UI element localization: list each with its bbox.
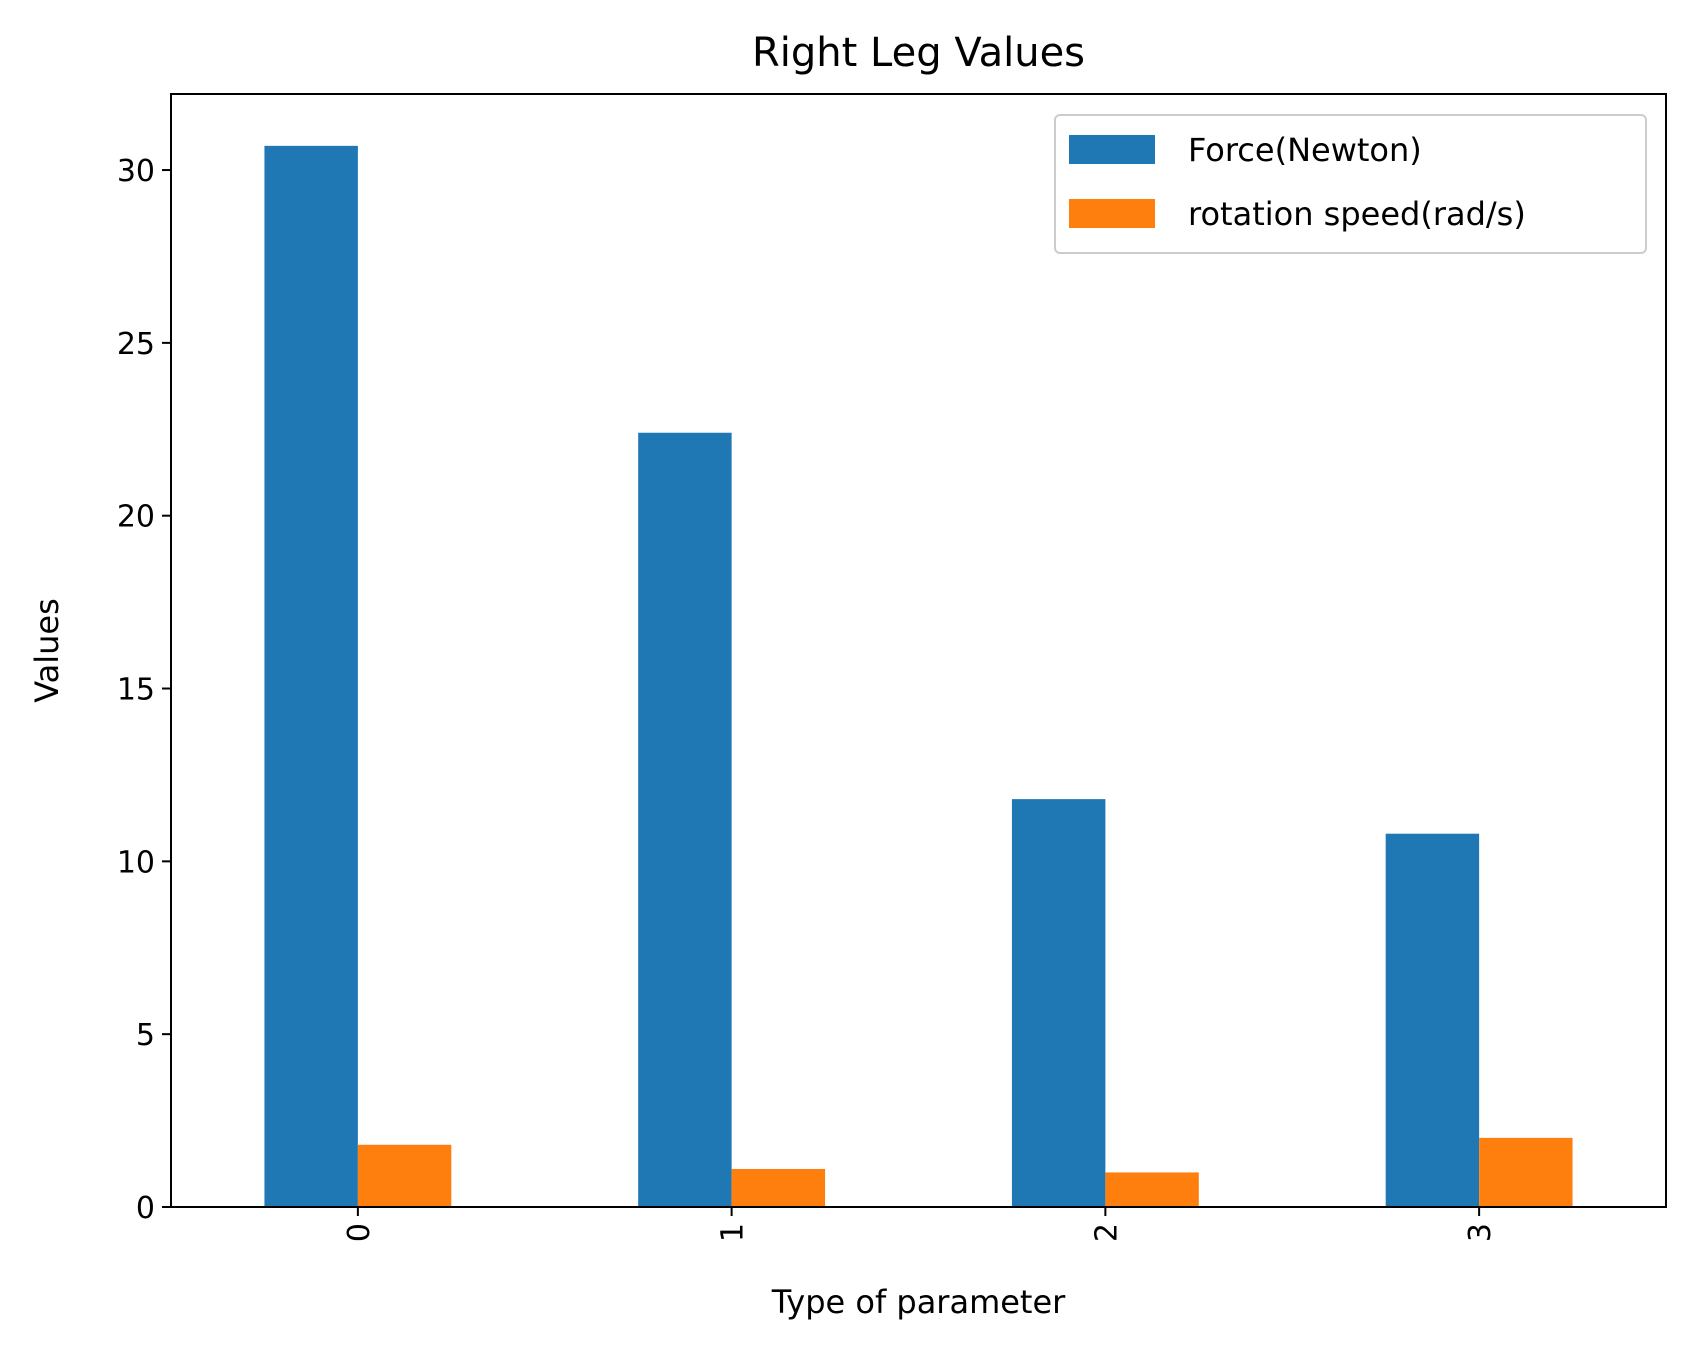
y-axis-ticks: 0 5 10 15 20 25 30 bbox=[117, 154, 171, 1226]
x-tick-label-3: 3 bbox=[1463, 1223, 1498, 1242]
y-tick-label-25: 25 bbox=[117, 327, 155, 362]
y-tick-label-5: 5 bbox=[136, 1018, 155, 1053]
x-tick-label-0: 0 bbox=[342, 1223, 377, 1242]
chart-title: Right Leg Values bbox=[752, 30, 1085, 76]
bar-series-1-category-3 bbox=[1479, 1137, 1573, 1207]
legend-swatch-rotation-speed bbox=[1069, 199, 1155, 228]
x-axis-title: Type of parameter bbox=[771, 1283, 1066, 1321]
bar-series-0-category-0 bbox=[264, 145, 358, 1208]
bar-series-0-category-3 bbox=[1385, 833, 1480, 1207]
bar-series-1-category-2 bbox=[1105, 1172, 1199, 1207]
x-tick-label-2: 2 bbox=[1089, 1223, 1124, 1242]
legend: Force(Newton) rotation speed(rad/s) bbox=[1054, 114, 1647, 254]
legend-label-force: Force(Newton) bbox=[1188, 131, 1422, 169]
plot-area-frame bbox=[170, 93, 1667, 1208]
y-tick-label-30: 30 bbox=[117, 154, 155, 189]
bar-series-0-category-1 bbox=[638, 432, 732, 1207]
x-tick-label-1: 1 bbox=[716, 1223, 751, 1242]
y-tick-label-20: 20 bbox=[117, 500, 155, 535]
bars-layer bbox=[264, 145, 1573, 1208]
x-axis-ticks: 0 1 2 3 bbox=[342, 1207, 1498, 1242]
legend-box bbox=[1054, 114, 1647, 254]
y-tick-label-0: 0 bbox=[136, 1191, 155, 1226]
legend-swatch-force bbox=[1069, 135, 1155, 164]
bar-series-1-category-1 bbox=[731, 1168, 826, 1207]
bar-series-1-category-0 bbox=[357, 1144, 452, 1207]
legend-label-rotation-speed: rotation speed(rad/s) bbox=[1188, 195, 1526, 233]
y-tick-label-10: 10 bbox=[117, 845, 155, 880]
y-axis-title: Values bbox=[28, 598, 66, 703]
bar-series-0-category-2 bbox=[1011, 799, 1106, 1207]
y-tick-label-15: 15 bbox=[117, 673, 155, 708]
